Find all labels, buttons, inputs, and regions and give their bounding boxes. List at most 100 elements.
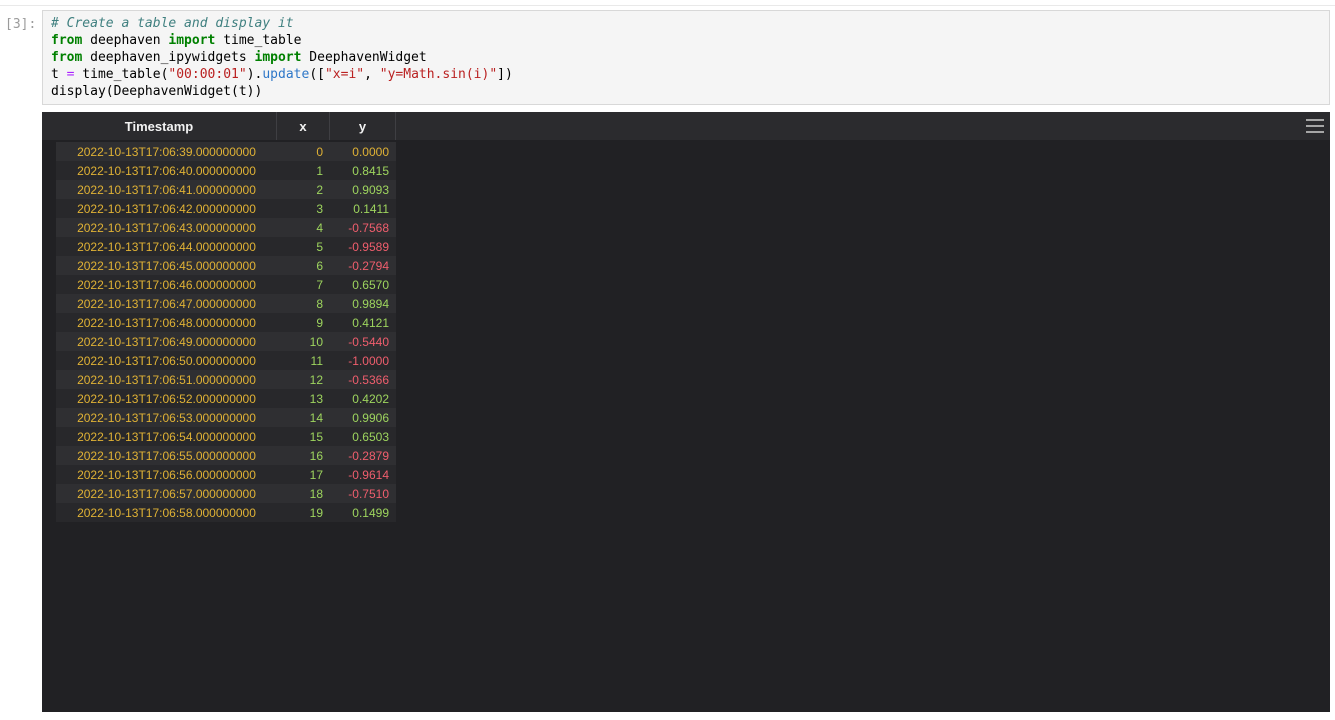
table-row[interactable]: 2022-10-13T17:06:55.000000000 16 -0.2879: [56, 446, 396, 465]
y-cell: 0.8415: [352, 163, 389, 178]
timestamp-cell: 2022-10-13T17:06:54.000000000: [77, 429, 256, 444]
code-line: # Create a table and display it: [51, 16, 294, 31]
timestamp-cell: 2022-10-13T17:06:57.000000000: [77, 486, 256, 501]
timestamp-cell: 2022-10-13T17:06:50.000000000: [77, 353, 256, 368]
y-cell: -0.7568: [348, 220, 389, 235]
timestamp-cell: 2022-10-13T17:06:49.000000000: [77, 334, 256, 349]
table-row[interactable]: 2022-10-13T17:06:42.000000000 3 0.1411: [56, 199, 396, 218]
x-cell: 9: [316, 315, 323, 330]
x-cell: 17: [309, 467, 323, 482]
x-cell: 1: [316, 163, 323, 178]
code-line: display(DeephavenWidget(t)): [51, 84, 263, 99]
table-row[interactable]: 2022-10-13T17:06:58.000000000 19 0.1499: [56, 503, 396, 522]
y-cell: -0.5440: [348, 334, 389, 349]
table-row[interactable]: 2022-10-13T17:06:45.000000000 6 -0.2794: [56, 256, 396, 275]
cell-divider: [0, 5, 1335, 6]
deephaven-table-widget: Timestamp x y 2022-10-13T17:06:39.000000…: [42, 112, 1330, 712]
x-cell: 16: [309, 448, 323, 463]
x-cell: 14: [309, 410, 323, 425]
table-row[interactable]: 2022-10-13T17:06:50.000000000 11 -1.0000: [56, 351, 396, 370]
column-header-label: x: [299, 118, 307, 134]
x-cell: 11: [310, 353, 323, 368]
x-cell: 10: [309, 334, 323, 349]
x-cell: 12: [309, 372, 323, 387]
x-cell: 0: [316, 144, 323, 159]
table-row[interactable]: 2022-10-13T17:06:56.000000000 17 -0.9614: [56, 465, 396, 484]
y-cell: 0.9906: [352, 410, 389, 425]
timestamp-cell: 2022-10-13T17:06:53.000000000: [77, 410, 256, 425]
code-lines: # Create a table and display it from deep…: [51, 15, 1321, 100]
timestamp-cell: 2022-10-13T17:06:42.000000000: [77, 201, 256, 216]
timestamp-cell: 2022-10-13T17:06:52.000000000: [77, 391, 256, 406]
y-cell: -0.7510: [348, 486, 389, 501]
table-row[interactable]: 2022-10-13T17:06:54.000000000 15 0.6503: [56, 427, 396, 446]
column-header-x[interactable]: x: [277, 112, 330, 140]
y-cell: -0.2879: [348, 448, 389, 463]
y-cell: 0.6570: [352, 277, 389, 292]
table-body: 2022-10-13T17:06:39.000000000 0 0.0000 2022…: [42, 140, 1330, 522]
code-line: from deephaven_ipywidgets import Deephav…: [51, 50, 427, 65]
table-row[interactable]: 2022-10-13T17:06:41.000000000 2 0.9093: [56, 180, 396, 199]
y-cell: 0.0000: [352, 144, 389, 159]
x-cell: 15: [309, 429, 323, 444]
timestamp-cell: 2022-10-13T17:06:40.000000000: [77, 163, 256, 178]
table-row[interactable]: 2022-10-13T17:06:44.000000000 5 -0.9589: [56, 237, 396, 256]
y-cell: 0.1411: [353, 201, 389, 216]
timestamp-cell: 2022-10-13T17:06:58.000000000: [77, 505, 256, 520]
y-cell: -0.9589: [348, 239, 389, 254]
x-cell: 4: [316, 220, 323, 235]
execution-count-prompt: [3]:: [5, 17, 37, 32]
y-cell: -0.2794: [348, 258, 389, 273]
table-row[interactable]: 2022-10-13T17:06:46.000000000 7 0.6570: [56, 275, 396, 294]
column-header-label: Timestamp: [124, 118, 194, 134]
table-header: Timestamp x y: [42, 112, 1330, 140]
header-spacer: [396, 112, 1330, 140]
code-line: t = time_table("00:00:01").update(["x=i"…: [51, 67, 513, 82]
table-row[interactable]: 2022-10-13T17:06:51.000000000 12 -0.5366: [56, 370, 396, 389]
y-cell: 0.6503: [352, 429, 389, 444]
y-cell: 0.4121: [352, 315, 389, 330]
x-cell: 7: [316, 277, 323, 292]
code-cell[interactable]: # Create a table and display it from deep…: [42, 10, 1330, 105]
timestamp-cell: 2022-10-13T17:06:41.000000000: [77, 182, 256, 197]
hamburger-menu-icon[interactable]: [1306, 119, 1324, 133]
timestamp-cell: 2022-10-13T17:06:46.000000000: [77, 277, 256, 292]
timestamp-cell: 2022-10-13T17:06:43.000000000: [77, 220, 256, 235]
timestamp-cell: 2022-10-13T17:06:44.000000000: [77, 239, 256, 254]
y-cell: 0.9894: [352, 296, 389, 311]
table-row[interactable]: 2022-10-13T17:06:48.000000000 9 0.4121: [56, 313, 396, 332]
timestamp-cell: 2022-10-13T17:06:48.000000000: [77, 315, 256, 330]
y-cell: -1.0000: [348, 353, 389, 368]
x-cell: 5: [316, 239, 323, 254]
x-cell: 19: [309, 505, 323, 520]
timestamp-cell: 2022-10-13T17:06:39.000000000: [77, 144, 256, 159]
table-row[interactable]: 2022-10-13T17:06:40.000000000 1 0.8415: [56, 161, 396, 180]
table-row[interactable]: 2022-10-13T17:06:47.000000000 8 0.9894: [56, 294, 396, 313]
table-row[interactable]: 2022-10-13T17:06:52.000000000 13 0.4202: [56, 389, 396, 408]
column-header-timestamp[interactable]: Timestamp: [42, 112, 277, 140]
table-row[interactable]: 2022-10-13T17:06:43.000000000 4 -0.7568: [56, 218, 396, 237]
column-header-y[interactable]: y: [330, 112, 396, 140]
table-row[interactable]: 2022-10-13T17:06:53.000000000 14 0.9906: [56, 408, 396, 427]
x-cell: 18: [309, 486, 323, 501]
y-cell: 0.4202: [352, 391, 389, 406]
timestamp-cell: 2022-10-13T17:06:51.000000000: [77, 372, 256, 387]
y-cell: -0.9614: [348, 467, 389, 482]
y-cell: -0.5366: [348, 372, 389, 387]
x-cell: 3: [316, 201, 323, 216]
x-cell: 13: [309, 391, 323, 406]
code-line: from deephaven import time_table: [51, 33, 302, 48]
x-cell: 2: [316, 182, 323, 197]
column-header-label: y: [358, 118, 367, 134]
table-row[interactable]: 2022-10-13T17:06:39.000000000 0 0.0000: [56, 142, 396, 161]
y-cell: 0.9093: [352, 182, 389, 197]
timestamp-cell: 2022-10-13T17:06:56.000000000: [77, 467, 256, 482]
x-cell: 6: [316, 258, 323, 273]
y-cell: 0.1499: [352, 505, 389, 520]
timestamp-cell: 2022-10-13T17:06:45.000000000: [77, 258, 256, 273]
table-row[interactable]: 2022-10-13T17:06:49.000000000 10 -0.5440: [56, 332, 396, 351]
timestamp-cell: 2022-10-13T17:06:47.000000000: [77, 296, 256, 311]
x-cell: 8: [316, 296, 323, 311]
table-row[interactable]: 2022-10-13T17:06:57.000000000 18 -0.7510: [56, 484, 396, 503]
timestamp-cell: 2022-10-13T17:06:55.000000000: [77, 448, 256, 463]
